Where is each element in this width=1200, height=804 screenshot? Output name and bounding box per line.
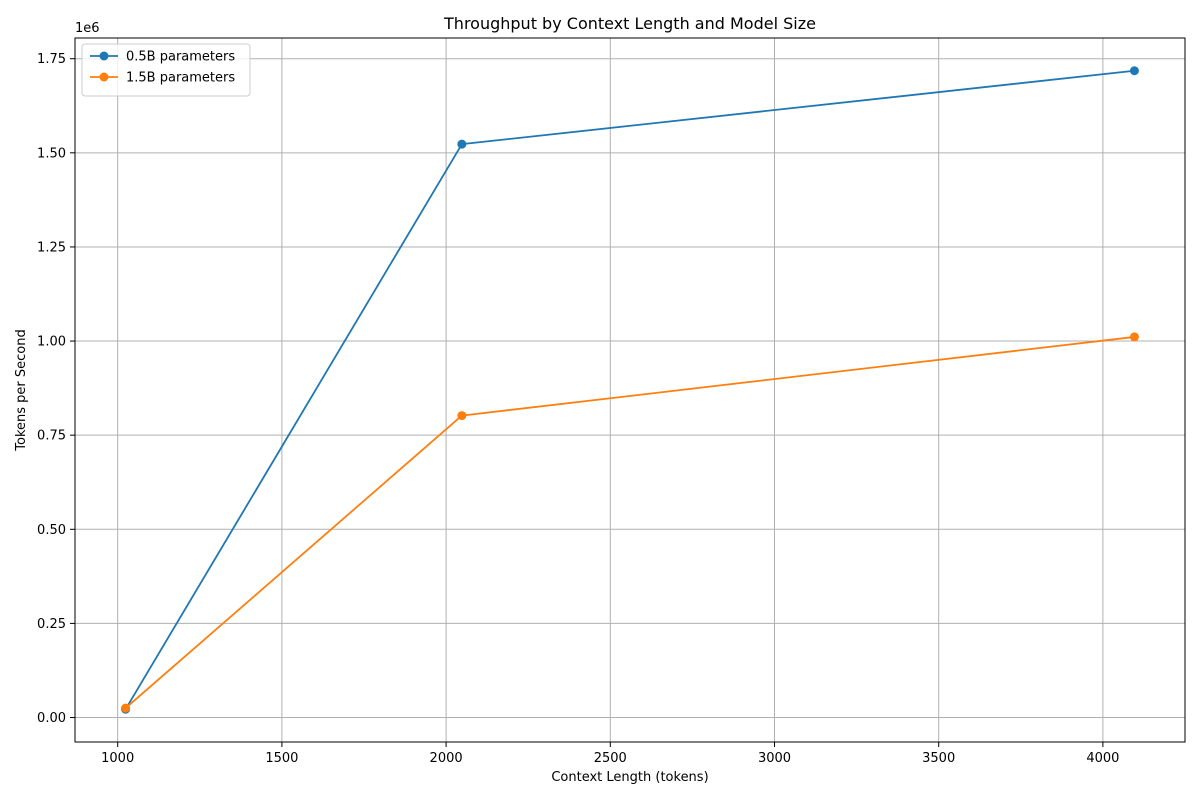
y-tick-label: 0.50 xyxy=(37,523,66,538)
x-axis-title: Context Length (tokens) xyxy=(551,770,708,785)
y-tick-label: 0.25 xyxy=(37,617,66,632)
chart-title: Throughput by Context Length and Model S… xyxy=(443,14,816,33)
y-tick-label: 0.75 xyxy=(37,429,66,444)
data-point xyxy=(121,703,131,713)
x-tick-label: 1000 xyxy=(101,751,134,766)
x-tick-label: 4000 xyxy=(1086,751,1119,766)
axis-ticks: 1000 1500 2000 2500 3000 3500 4000 0.00 0.25 0.50… xyxy=(37,52,1119,766)
legend: 0.5B parameters 1.5B parameters xyxy=(81,43,251,97)
x-tick-label: 2000 xyxy=(430,751,463,766)
plot-frame xyxy=(74,37,1186,743)
legend-label: 1.5B parameters xyxy=(126,71,235,86)
legend-marker xyxy=(99,51,109,61)
series-2 xyxy=(121,332,1139,713)
data-point xyxy=(457,411,467,421)
x-tick-label: 1500 xyxy=(265,751,298,766)
y-tick-label: 1.25 xyxy=(37,240,66,255)
x-tick-label: 3000 xyxy=(758,751,791,766)
legend-box xyxy=(81,43,251,97)
data-point xyxy=(1129,332,1139,342)
data-point xyxy=(1129,66,1139,76)
y-tick-label: 1.75 xyxy=(37,52,66,67)
legend-item: 1.5B parameters xyxy=(90,71,235,86)
legend-marker xyxy=(99,72,109,82)
x-tick-label: 2500 xyxy=(594,751,627,766)
legend-item: 0.5B parameters xyxy=(90,50,235,65)
grid xyxy=(75,38,1185,742)
legend-label: 0.5B parameters xyxy=(126,50,235,65)
y-axis-multiplier: 1e6 xyxy=(75,21,100,36)
data-point xyxy=(457,139,467,149)
series-layer xyxy=(121,66,1139,714)
y-axis-title: Tokens per Second xyxy=(14,329,29,451)
x-tick-label: 3500 xyxy=(922,751,955,766)
y-tick-label: 1.50 xyxy=(37,146,66,161)
y-tick-label: 0.00 xyxy=(37,711,66,726)
y-tick-label: 1.00 xyxy=(37,335,66,350)
